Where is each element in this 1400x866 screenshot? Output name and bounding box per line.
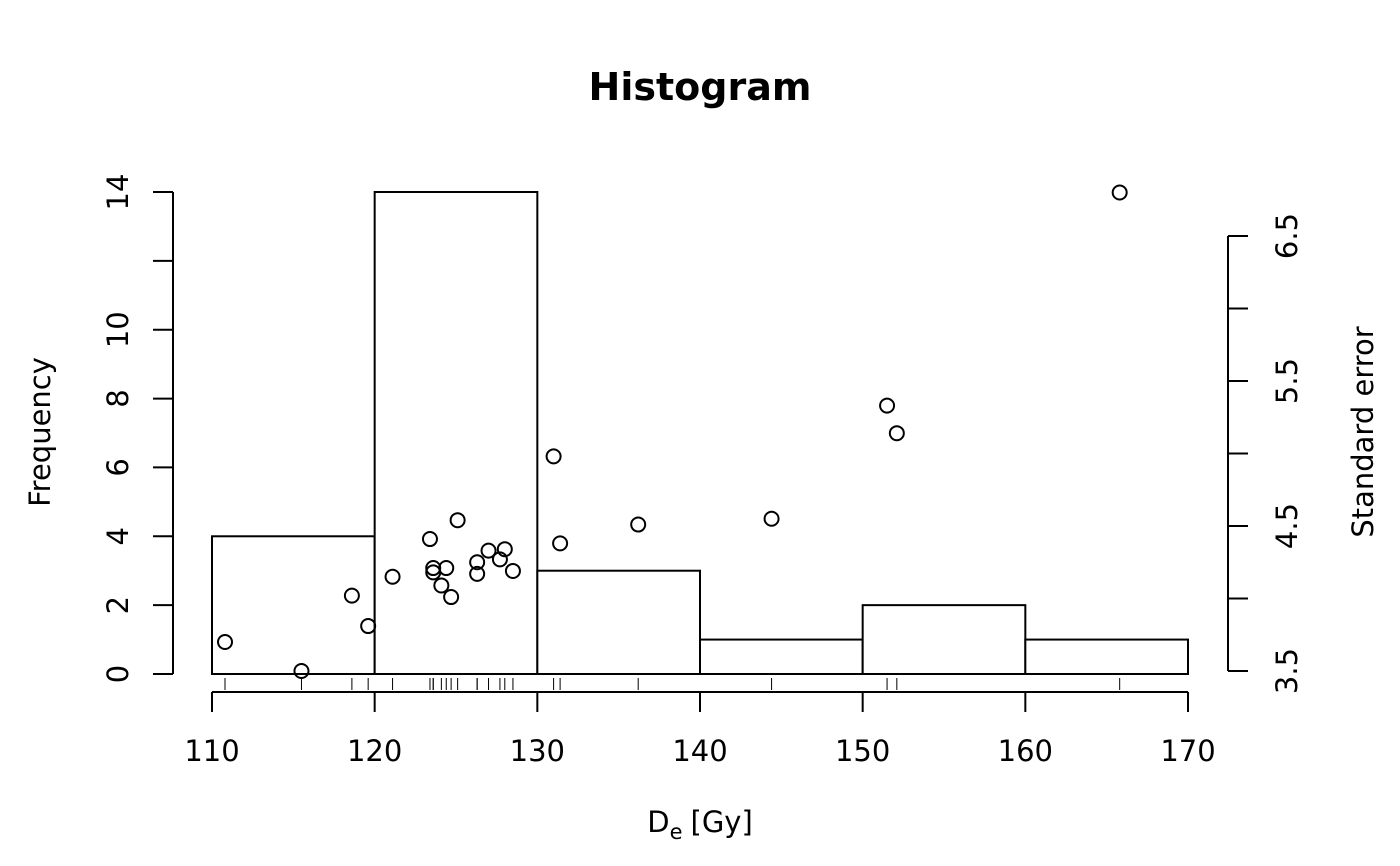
histogram-bar xyxy=(699,638,864,675)
x-tick-label: 120 xyxy=(347,734,402,768)
data-point xyxy=(879,397,896,414)
data-point xyxy=(469,565,486,582)
x-axis-label: De [Gy] xyxy=(647,805,753,844)
y-tick-label: 10 xyxy=(101,311,135,348)
data-point xyxy=(545,448,562,465)
y2-tick-label: 5.5 xyxy=(1270,358,1304,404)
histogram-bar xyxy=(861,604,1027,676)
data-point xyxy=(491,551,508,568)
data-point xyxy=(496,541,513,558)
x-tick-label: 130 xyxy=(510,734,565,768)
data-point xyxy=(438,560,455,577)
y-tick-label: 6 xyxy=(101,458,135,476)
data-point xyxy=(630,516,647,533)
x-tick-label: 170 xyxy=(1160,734,1215,768)
y-tick-label: 8 xyxy=(101,389,135,407)
x-tick-label: 110 xyxy=(184,734,239,768)
histogram-bar xyxy=(536,569,701,676)
data-point xyxy=(763,510,780,527)
y-tick-label: 2 xyxy=(101,596,135,614)
y-axis-right-label: Standard error xyxy=(1346,326,1380,537)
histogram-bar xyxy=(373,191,539,675)
histogram-bars xyxy=(211,191,1190,676)
chart-title: Histogram xyxy=(589,65,812,109)
data-point xyxy=(343,587,360,604)
x-axis-label-subscript: e xyxy=(670,820,683,844)
data-point xyxy=(480,542,497,559)
y-axis-label: Frequency xyxy=(23,357,57,507)
x-tick-label: 150 xyxy=(835,734,890,768)
data-point xyxy=(449,512,466,529)
y-axis-right: 3.5 4.5 5.5 6.5 xyxy=(1227,213,1304,694)
y-tick-label: 0 xyxy=(101,665,135,683)
standard-error-points xyxy=(217,184,1128,679)
histogram-bar xyxy=(211,535,376,675)
y-tick-label: 4 xyxy=(101,527,135,545)
data-point xyxy=(443,589,460,606)
data-point xyxy=(360,618,377,635)
data-point xyxy=(552,535,569,552)
data-point xyxy=(384,568,401,585)
y-tick-label: 14 xyxy=(101,174,135,211)
data-point xyxy=(504,562,521,579)
x-tick-label: 160 xyxy=(998,734,1053,768)
y-axis-left: 0 2 4 6 8 10 14 xyxy=(101,174,174,683)
x-axis-label-main: D xyxy=(647,805,669,839)
data-point xyxy=(888,425,905,442)
data-point xyxy=(421,531,438,548)
x-axis-label-unit: [Gy] xyxy=(691,805,753,839)
data-point xyxy=(217,634,234,650)
data-point xyxy=(469,554,486,571)
x-axis: 110 120 130 140 150 160 170 xyxy=(184,691,1216,768)
data-point xyxy=(433,577,450,594)
y2-tick-label: 4.5 xyxy=(1270,503,1304,549)
y2-tick-label: 6.5 xyxy=(1270,213,1304,259)
data-point xyxy=(1111,184,1128,201)
histogram-bar xyxy=(1024,638,1190,675)
y2-tick-label: 3.5 xyxy=(1270,648,1304,694)
x-tick-label: 140 xyxy=(672,734,727,768)
rug-ticks xyxy=(224,678,1121,690)
